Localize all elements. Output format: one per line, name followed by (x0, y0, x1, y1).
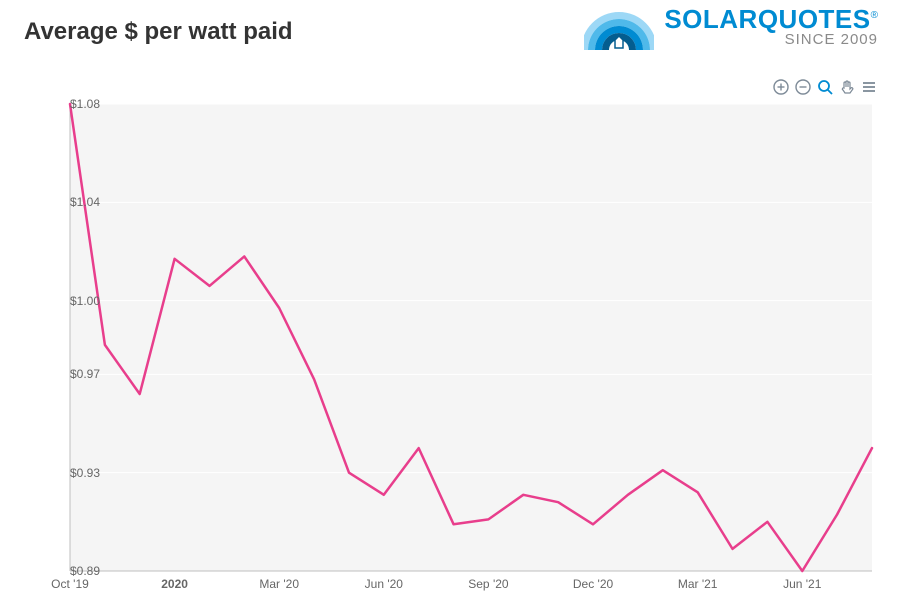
brand-tagline: SINCE 2009 (664, 32, 878, 47)
x-axis-tick-label: Dec '20 (573, 577, 613, 591)
zoom-out-icon[interactable] (794, 78, 812, 96)
brand-name: SOLARQUOTES (664, 4, 870, 34)
brand-logo: SOLARQUOTES® SINCE 2009 (584, 6, 878, 54)
x-axis-tick-label: Jun '20 (365, 577, 403, 591)
zoom-select-icon[interactable] (816, 78, 834, 96)
x-axis-tick-label: Mar '21 (678, 577, 718, 591)
line-chart: $0.89$0.93$0.97$1.00$1.04$1.08Oct '19202… (24, 100, 878, 595)
chart-title: Average $ per watt paid (24, 18, 293, 46)
pan-icon[interactable] (838, 78, 856, 96)
registered-icon: ® (871, 10, 878, 21)
brand-arc-icon (584, 6, 654, 54)
zoom-in-icon[interactable] (772, 78, 790, 96)
x-axis-tick-label: Oct '19 (51, 577, 89, 591)
chart-toolbar (772, 78, 878, 96)
x-axis-tick-label: Sep '20 (468, 577, 508, 591)
menu-icon[interactable] (860, 78, 878, 96)
x-axis-tick-label: 2020 (161, 577, 188, 591)
x-axis-tick-label: Mar '20 (259, 577, 299, 591)
x-axis-tick-label: Jun '21 (783, 577, 821, 591)
